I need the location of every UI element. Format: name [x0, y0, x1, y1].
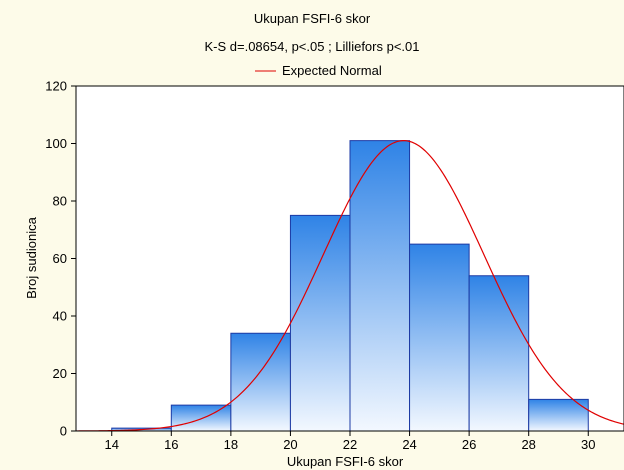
histogram-bar-5: [349, 140, 411, 432]
bars-group: [111, 140, 589, 432]
y-axis-label: Broj sudionica: [24, 216, 39, 298]
x-tick-label: 14: [105, 437, 119, 452]
x-tick-label: 20: [283, 437, 297, 452]
x-tick-label: 30: [581, 437, 595, 452]
y-tick-label: 40: [53, 309, 67, 324]
curve-group: [76, 140, 624, 431]
histogram-bar-3: [230, 332, 291, 432]
y-axis: 0 20 40 60 80 100 120: [45, 79, 76, 439]
chart-title: Ukupan FSFI-6 skor: [254, 11, 371, 26]
histogram-bar-7: [468, 275, 530, 432]
histogram-bar-4: [289, 214, 351, 432]
x-tick-label: 22: [343, 437, 357, 452]
x-tick-label: 16: [164, 437, 178, 452]
y-tick-label: 100: [45, 136, 67, 151]
x-tick-label: 26: [462, 437, 476, 452]
legend-label-expected-normal: Expected Normal: [282, 63, 382, 78]
y-tick-label: 120: [45, 79, 67, 94]
y-tick-label: 0: [60, 424, 67, 439]
chart-subtitle: K-S d=.08654, p<.05 ; Lilliefors p<.01: [204, 39, 419, 54]
histogram-bar-6: [409, 243, 470, 432]
x-tick-label: 28: [521, 437, 535, 452]
y-tick-label: 20: [53, 366, 67, 381]
y-tick-label: 80: [53, 194, 67, 209]
expected-normal-curve: [76, 140, 624, 431]
x-tick-label: 24: [402, 437, 416, 452]
x-axis-label: Ukupan FSFI-6 skor: [287, 454, 404, 469]
y-tick-label: 60: [53, 251, 67, 266]
x-tick-label: 18: [224, 437, 238, 452]
x-axis: 14 16 18 20 22 24 26 28 30: [105, 431, 595, 452]
